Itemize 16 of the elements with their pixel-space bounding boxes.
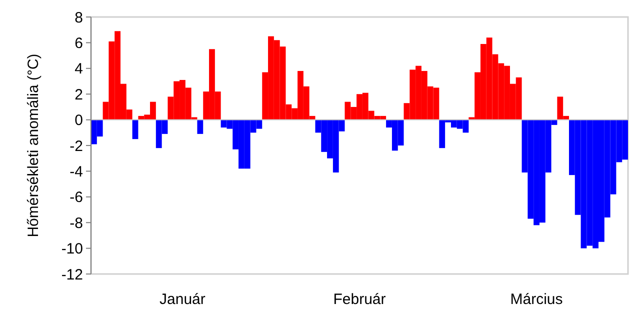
y-tick-label: -10 bbox=[61, 240, 83, 258]
x-tick-label: Február bbox=[333, 291, 386, 308]
y-tick-label: -12 bbox=[61, 266, 83, 284]
bar bbox=[197, 120, 204, 134]
y-tick-label: -6 bbox=[70, 189, 83, 206]
x-tick-label: Március bbox=[510, 291, 563, 308]
y-tick-label: -8 bbox=[70, 214, 83, 232]
y-tick-label: 0 bbox=[74, 112, 83, 130]
y-tick-label: -4 bbox=[70, 163, 83, 180]
y-tick-label: 6 bbox=[74, 34, 83, 52]
y-axis-title: Hőmérsékleti anomália (°C) bbox=[25, 54, 42, 238]
x-tick-label: Január bbox=[160, 291, 206, 308]
y-tick-label: 8 bbox=[74, 9, 83, 26]
y-tick-label: 2 bbox=[74, 86, 83, 104]
y-tick-label: -2 bbox=[70, 138, 83, 155]
y-tick-label: 4 bbox=[74, 60, 83, 78]
